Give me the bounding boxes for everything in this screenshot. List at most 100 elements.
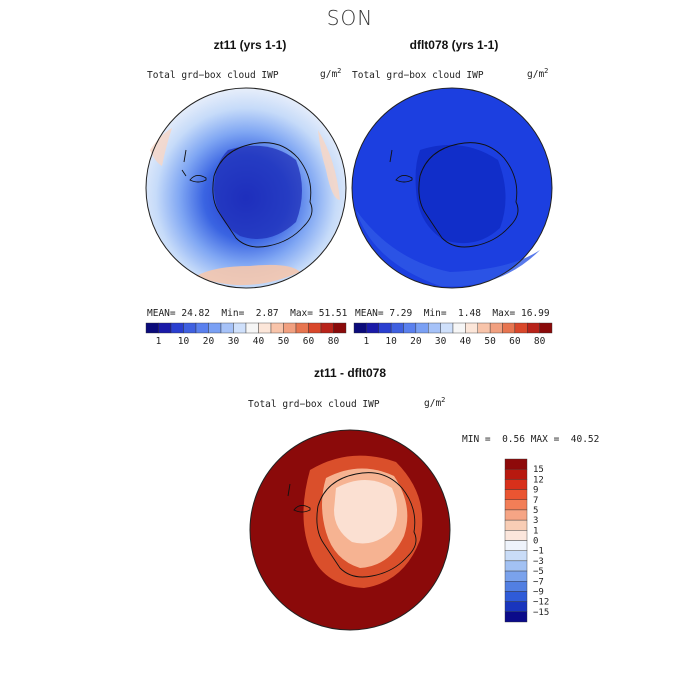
panel-2-max-value: 16.99 — [521, 308, 550, 319]
colorbar-zt11-tick-label: 60 — [303, 336, 315, 347]
colorbar-dflt078-swatch — [440, 322, 454, 334]
diff-map-core — [334, 480, 397, 544]
colorbar-dflt078-swatch — [390, 322, 404, 334]
map-2-core — [415, 144, 506, 244]
colorbar-difference-tick-label: −1 — [533, 547, 544, 557]
colorbar-zt11-tick-label: 80 — [328, 336, 340, 347]
panel-1-min-value: 2.87 — [255, 308, 279, 319]
map-zt11 — [145, 87, 347, 289]
colorbar-dflt078-swatch — [415, 322, 429, 334]
colorbar-zt11-swatch — [283, 322, 297, 334]
map-2-coastline — [389, 142, 519, 248]
panel-1-mean-label: MEAN= — [147, 308, 176, 319]
map-2-lighter-band — [356, 210, 540, 287]
colorbar-zt11-swatch — [333, 322, 347, 334]
colorbar-zt11-swatch — [245, 322, 259, 334]
colorbar-zt11-swatch — [145, 322, 159, 334]
panel-2-units: g/m2 — [527, 67, 549, 81]
colorbar-zt11-swatch — [320, 322, 334, 334]
colorbar-dflt078-tick-label: 20 — [410, 336, 422, 347]
colorbar-difference-swatch — [504, 530, 528, 541]
colorbar-difference-swatch — [504, 468, 528, 480]
difference-max-label: MAX = — [530, 434, 560, 445]
colorbar-zt11: 1 10 20 30 40 50 60 80 — [145, 322, 347, 347]
panel-1-stats: MEAN= 24.82 Min= 2.87 Max= 51.51 — [147, 308, 347, 319]
colorbar-zt11-swatch — [158, 322, 172, 334]
colorbar-dflt078-swatch — [428, 322, 441, 334]
panel-1-units: g/m2 — [320, 67, 342, 81]
colorbar-difference-tick-label: 5 — [533, 506, 538, 516]
panel-1-min-label: Min= — [221, 308, 245, 319]
difference-min-label: MIN = — [462, 434, 491, 445]
colorbar-difference-swatch — [504, 611, 528, 623]
colorbar-difference-swatch — [504, 591, 528, 602]
colorbar-difference-swatch — [504, 560, 528, 572]
colorbar-zt11-swatch — [183, 322, 197, 334]
colorbar-difference-swatch — [504, 570, 528, 582]
diff-map-coastline — [287, 472, 417, 578]
map-1-warm-anomaly-east — [318, 130, 340, 200]
panel-2-stats: MEAN= 7.29 Min= 1.48 Max= 16.99 — [355, 308, 550, 319]
colorbar-difference-swatch — [504, 458, 528, 470]
panel-2-min-label: Min= — [423, 308, 447, 319]
colorbar-dflt078-swatch — [502, 322, 516, 334]
colorbar-dflt078-tick-label: 40 — [460, 336, 472, 347]
map-dflt078 — [351, 87, 553, 289]
colorbar-dflt078-swatch — [366, 322, 379, 334]
panel-2-mean-label: MEAN= — [355, 308, 384, 319]
colorbar-difference-tick-label: 12 — [533, 475, 544, 485]
panel-2-variable: Total grd−box cloud IWP — [352, 70, 484, 81]
colorbar-difference-tick-label: 3 — [533, 516, 538, 526]
colorbar-difference-tick-label: 7 — [533, 496, 538, 506]
panel-1-variable: Total grd−box cloud IWP — [147, 70, 279, 81]
colorbar-difference-tick-label: 15 — [533, 465, 544, 475]
colorbar-dflt078-swatch — [514, 322, 528, 334]
colorbar-dflt078-swatch — [403, 322, 417, 334]
difference-title: zt11 - dflt078 — [313, 366, 387, 380]
colorbar-zt11-tick-label: 10 — [178, 336, 190, 347]
colorbar-difference-tick-label: −9 — [533, 587, 544, 597]
panel-1-max-value: 51.51 — [318, 308, 348, 319]
difference-min-max: MIN = 0.56 MAX = 40.52 — [462, 434, 599, 445]
panel-2-mean-value: 7.29 — [389, 308, 413, 319]
panel-1-max-label: Max= — [290, 308, 313, 319]
colorbar-dflt078-swatch — [378, 322, 392, 334]
colorbar-dflt078-swatch — [353, 322, 367, 334]
colorbar-dflt078-swatch — [452, 322, 466, 334]
panel-2-max-label: Max= — [492, 308, 516, 319]
colorbar-zt11-tick-label: 40 — [253, 336, 265, 347]
panel-2-title: dflt078 (yrs 1-1) — [409, 38, 499, 52]
colorbar-difference-tick-label: −7 — [533, 577, 544, 587]
colorbar-difference-tick-label: −15 — [533, 608, 549, 618]
colorbar-difference-swatch — [504, 550, 528, 562]
colorbar-dflt078-swatch — [477, 322, 491, 334]
colorbar-zt11-tick-label: 50 — [278, 336, 290, 347]
colorbar-zt11-swatch — [258, 322, 272, 334]
map-1-warm-anomaly-west — [150, 128, 172, 166]
colorbar-dflt078-swatch — [527, 322, 540, 334]
colorbar-dflt078-swatch — [465, 322, 478, 334]
colorbar-dflt078-tick-label: 80 — [534, 336, 546, 347]
colorbar-zt11-swatch — [170, 322, 184, 334]
colorbar-dflt078-swatch — [539, 322, 553, 334]
colorbar-difference-tick-label: 0 — [533, 537, 538, 547]
colorbar-zt11-swatch — [208, 322, 222, 334]
colorbar-dflt078-swatch — [489, 322, 503, 334]
difference-units: g/m2 — [424, 396, 446, 410]
panel-2-min-value: 1.48 — [458, 308, 481, 319]
colorbar-zt11-tick-label: 20 — [203, 336, 215, 347]
panel-1-title: zt11 (yrs 1-1) — [213, 38, 287, 52]
colorbar-difference-tick-label: 1 — [533, 526, 538, 536]
colorbar-dflt078-tick-label: 50 — [484, 336, 496, 347]
map-1-coastline — [181, 142, 313, 248]
map-difference — [249, 429, 451, 631]
colorbar-difference-tick-label: −5 — [533, 567, 544, 577]
difference-min-value: 0.56 — [502, 434, 525, 445]
season-title: SON — [326, 6, 374, 30]
map-1-warm-anomaly — [196, 264, 300, 286]
colorbar-difference-swatch — [504, 581, 528, 592]
difference-max-value: 40.52 — [570, 434, 600, 445]
colorbar-dflt078-tick-label: 1 — [364, 336, 370, 347]
colorbar-difference-swatch — [504, 519, 528, 531]
